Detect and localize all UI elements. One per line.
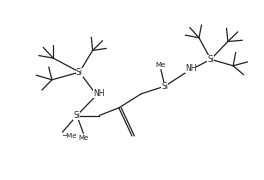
Text: Si: Si (161, 82, 168, 91)
Text: Me: Me (156, 62, 166, 68)
Text: NH: NH (185, 64, 196, 73)
Text: Si: Si (76, 68, 83, 77)
Text: Me: Me (78, 135, 88, 141)
Text: Si: Si (207, 55, 214, 64)
Text: NH: NH (93, 89, 105, 98)
Text: ─Me: ─Me (62, 133, 77, 139)
Text: Si: Si (73, 111, 80, 120)
